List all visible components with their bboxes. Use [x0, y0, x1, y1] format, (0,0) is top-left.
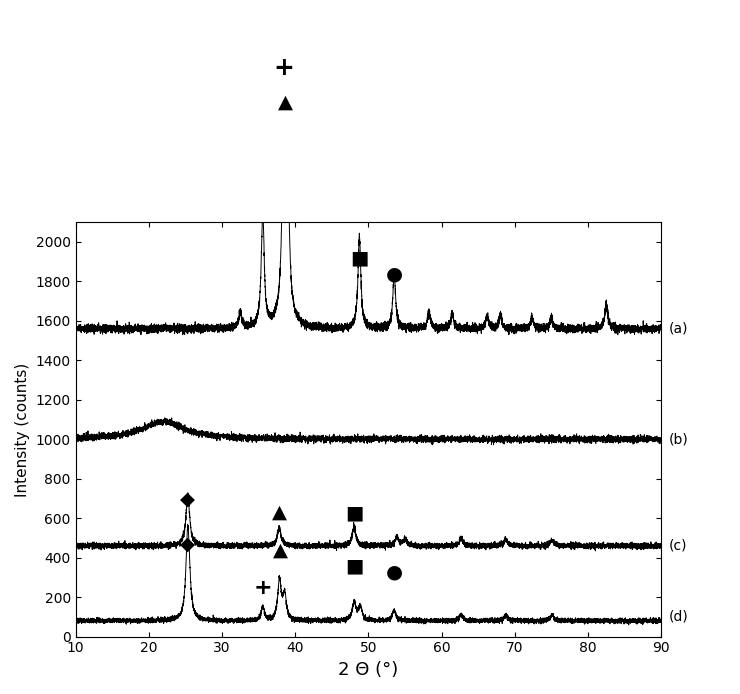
Text: ◆: ◆ [181, 489, 195, 508]
Text: ■: ■ [345, 503, 363, 522]
Text: ▲: ▲ [273, 541, 288, 559]
Y-axis label: Intensity (counts): Intensity (counts) [15, 362, 30, 496]
Text: ■: ■ [350, 248, 369, 268]
Text: ●: ● [386, 264, 403, 283]
Text: ■: ■ [345, 557, 363, 575]
Text: ▲: ▲ [278, 93, 293, 112]
Text: (d): (d) [668, 610, 688, 624]
Text: (b): (b) [668, 432, 688, 446]
Text: ◆: ◆ [181, 534, 195, 554]
Text: ▲: ▲ [272, 503, 286, 522]
Text: (a): (a) [668, 322, 688, 336]
X-axis label: 2 Θ (°): 2 Θ (°) [338, 661, 399, 679]
Text: (c): (c) [668, 539, 687, 553]
Text: +: + [274, 56, 295, 80]
Text: +: + [254, 578, 272, 598]
Text: ●: ● [386, 562, 403, 582]
